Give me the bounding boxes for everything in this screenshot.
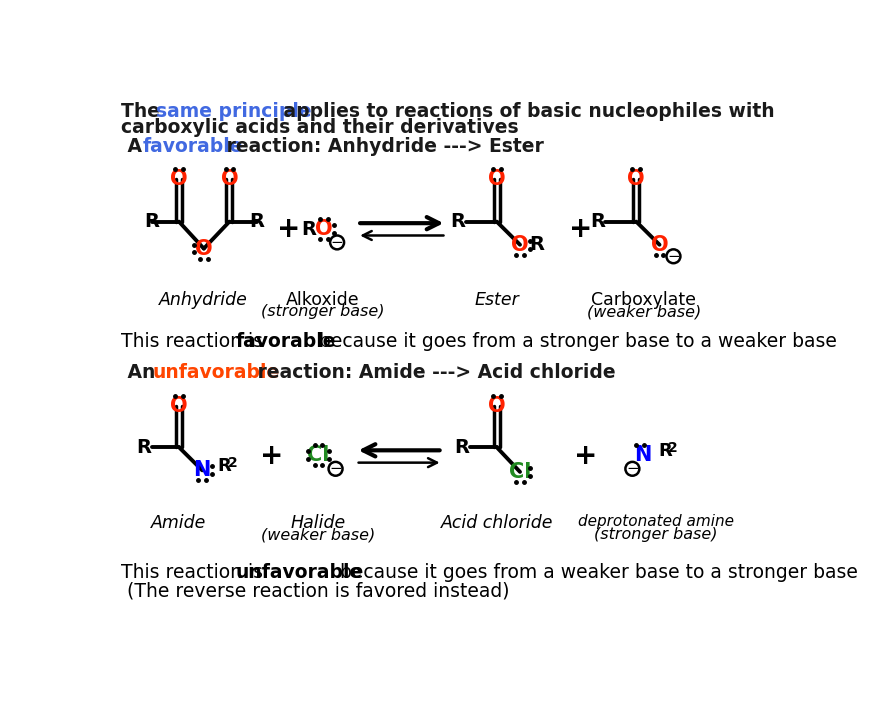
Text: Anhydride: Anhydride xyxy=(159,291,248,309)
Text: A: A xyxy=(121,137,149,156)
Text: O: O xyxy=(650,235,669,255)
Text: favorable: favorable xyxy=(142,137,243,156)
Text: O: O xyxy=(170,397,188,416)
Text: −: − xyxy=(626,461,639,476)
Text: Ester: Ester xyxy=(475,291,519,309)
Text: R: R xyxy=(144,212,159,231)
Text: +: + xyxy=(569,215,593,243)
Text: R: R xyxy=(136,438,151,457)
Text: Alkoxide: Alkoxide xyxy=(286,291,359,309)
Text: deprotonated amine: deprotonated amine xyxy=(578,514,733,529)
Text: +: + xyxy=(260,442,284,471)
Text: O: O xyxy=(628,169,645,189)
Text: −: − xyxy=(329,461,342,476)
Text: Cl: Cl xyxy=(509,462,531,482)
Text: N: N xyxy=(193,460,211,480)
Text: (stronger base): (stronger base) xyxy=(593,527,718,542)
Text: Cl: Cl xyxy=(308,445,329,465)
Text: O: O xyxy=(170,169,188,189)
Text: (weaker base): (weaker base) xyxy=(586,304,701,319)
Text: (weaker base): (weaker base) xyxy=(261,527,376,542)
Text: because it goes from a stronger base to a weaker base: because it goes from a stronger base to … xyxy=(314,332,837,350)
Text: This reaction is: This reaction is xyxy=(121,332,269,350)
Text: R: R xyxy=(454,438,469,457)
Text: R: R xyxy=(590,212,605,231)
Text: Acid chloride: Acid chloride xyxy=(440,514,553,532)
Text: (The reverse reaction is favored instead): (The reverse reaction is favored instead… xyxy=(121,581,510,600)
Text: R: R xyxy=(658,442,672,460)
Text: N: N xyxy=(634,445,651,465)
Text: reaction: Anhydride ---> Ester: reaction: Anhydride ---> Ester xyxy=(220,137,544,156)
Text: Carboxylate: Carboxylate xyxy=(592,291,697,309)
Text: O: O xyxy=(195,239,212,258)
Text: O: O xyxy=(488,169,505,189)
Text: R: R xyxy=(302,220,316,239)
Text: R: R xyxy=(530,235,545,254)
Text: favorable: favorable xyxy=(236,332,336,350)
Text: This reaction is: This reaction is xyxy=(121,563,269,582)
Text: 2: 2 xyxy=(228,456,238,471)
Text: Halide: Halide xyxy=(291,514,346,532)
Text: unfavorable: unfavorable xyxy=(236,563,363,582)
Text: O: O xyxy=(220,169,239,189)
Text: +: + xyxy=(574,442,598,471)
Text: O: O xyxy=(488,397,505,416)
Text: carboxylic acids and their derivatives: carboxylic acids and their derivatives xyxy=(121,118,518,137)
Text: unfavorable: unfavorable xyxy=(153,363,280,382)
Text: O: O xyxy=(316,219,333,240)
Text: same principle: same principle xyxy=(156,102,312,122)
Text: R: R xyxy=(450,212,466,231)
Text: An: An xyxy=(121,363,162,382)
Text: R: R xyxy=(218,458,232,476)
Text: applies to reactions of basic nucleophiles with: applies to reactions of basic nucleophil… xyxy=(277,102,774,122)
Text: Amide: Amide xyxy=(151,514,206,532)
Text: because it goes from a weaker base to a stronger base: because it goes from a weaker base to a … xyxy=(334,563,858,582)
Text: O: O xyxy=(511,235,529,255)
Text: The: The xyxy=(121,102,166,122)
Text: −: − xyxy=(667,249,680,264)
Text: (stronger base): (stronger base) xyxy=(260,304,385,319)
Text: −: − xyxy=(330,235,343,250)
Text: reaction: Amide ---> Acid chloride: reaction: Amide ---> Acid chloride xyxy=(251,363,616,382)
Text: +: + xyxy=(277,215,301,243)
Text: 2: 2 xyxy=(668,441,677,455)
Text: R: R xyxy=(249,212,264,231)
